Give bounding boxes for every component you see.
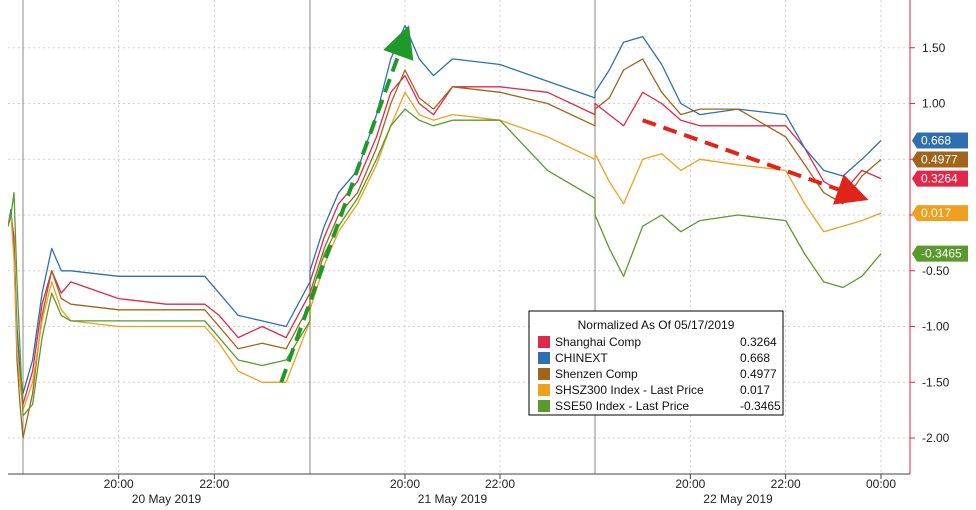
x-tick-label: 20:00 <box>390 477 420 491</box>
legend-swatch <box>538 368 550 380</box>
y-axis-ticks: 1.50 1.00 -0.50 -1.00 -1.50 -2.00 <box>910 41 950 445</box>
last-value-badge: 0.017 <box>912 205 968 222</box>
x-tick-label: 22:00 <box>485 477 515 491</box>
day-label: 20 May 2019 <box>132 492 202 506</box>
day-labels: 20 May 2019 21 May 2019 22 May 2019 <box>132 492 773 506</box>
series-line <box>8 91 882 411</box>
series-line <box>8 108 882 417</box>
trend-arrow <box>279 25 414 383</box>
legend: Normalized As Of 05/17/2019 Shanghai Com… <box>528 310 784 416</box>
badge-shape <box>912 205 968 222</box>
day-label: 22 May 2019 <box>703 492 773 506</box>
x-tick-label: 20:00 <box>675 477 705 491</box>
series-lines <box>8 24 882 439</box>
legend-series-value: 0.668 <box>740 351 770 365</box>
x-tick-label: 22:00 <box>771 477 801 491</box>
trend-arrow <box>642 118 869 205</box>
x-tick-label: 00:00 <box>866 477 896 491</box>
badge-shape <box>912 245 968 262</box>
last-value-badge: 0.668 <box>912 132 968 149</box>
badge-value: 0.017 <box>921 206 951 220</box>
y-tick-label: 1.50 <box>922 41 946 55</box>
last-value-badges: 0.668 0.4977 0.3264 0.017 -0.3465 <box>912 132 968 262</box>
series-line <box>8 58 882 439</box>
series-line <box>8 74 882 406</box>
last-value-badge: 0.3264 <box>912 170 968 187</box>
badge-shape <box>912 132 968 149</box>
x-tick-label: 22:00 <box>199 477 229 491</box>
legend-title: Normalized As Of 05/17/2019 <box>578 318 735 332</box>
badge-value: 0.3264 <box>921 172 958 186</box>
y-tick-label: -1.50 <box>922 375 950 389</box>
last-value-badge: 0.4977 <box>912 151 968 168</box>
legend-series-value: -0.3465 <box>740 399 781 413</box>
badge-shape <box>912 170 968 187</box>
legend-swatch <box>538 336 550 348</box>
y-tick-label: -2.00 <box>922 431 950 445</box>
legend-swatch <box>538 384 550 396</box>
trend-arrows <box>279 25 869 383</box>
badge-value: 0.4977 <box>921 153 958 167</box>
legend-series-name: SHSZ300 Index - Last Price <box>555 383 704 397</box>
legend-series-value: 0.3264 <box>740 335 777 349</box>
legend-swatch <box>538 352 550 364</box>
last-value-badge: -0.3465 <box>912 245 968 262</box>
y-tick-label: -0.50 <box>922 264 950 278</box>
badge-value: -0.3465 <box>921 247 962 261</box>
badge-shape <box>912 151 968 168</box>
legend-swatch <box>538 400 550 412</box>
x-axis-ticks: 20:00 22:00 20:00 22:00 20:00 22:00 00:00 <box>104 474 896 491</box>
y-tick-label: -1.00 <box>922 320 950 334</box>
legend-series-value: 0.4977 <box>740 367 777 381</box>
legend-box <box>528 310 784 416</box>
badge-value: 0.668 <box>921 134 951 148</box>
x-tick-label: 20:00 <box>104 477 134 491</box>
y-tick-label: 1.00 <box>922 97 946 111</box>
legend-series-name: SSE50 Index - Last Price <box>555 399 689 413</box>
legend-series-name: CHINEXT <box>555 351 608 365</box>
legend-series-value: 0.017 <box>740 383 770 397</box>
legend-series-name: Shanghai Comp <box>555 335 641 349</box>
day-label: 21 May 2019 <box>418 492 488 506</box>
legend-series-name: Shenzen Comp <box>555 367 638 381</box>
